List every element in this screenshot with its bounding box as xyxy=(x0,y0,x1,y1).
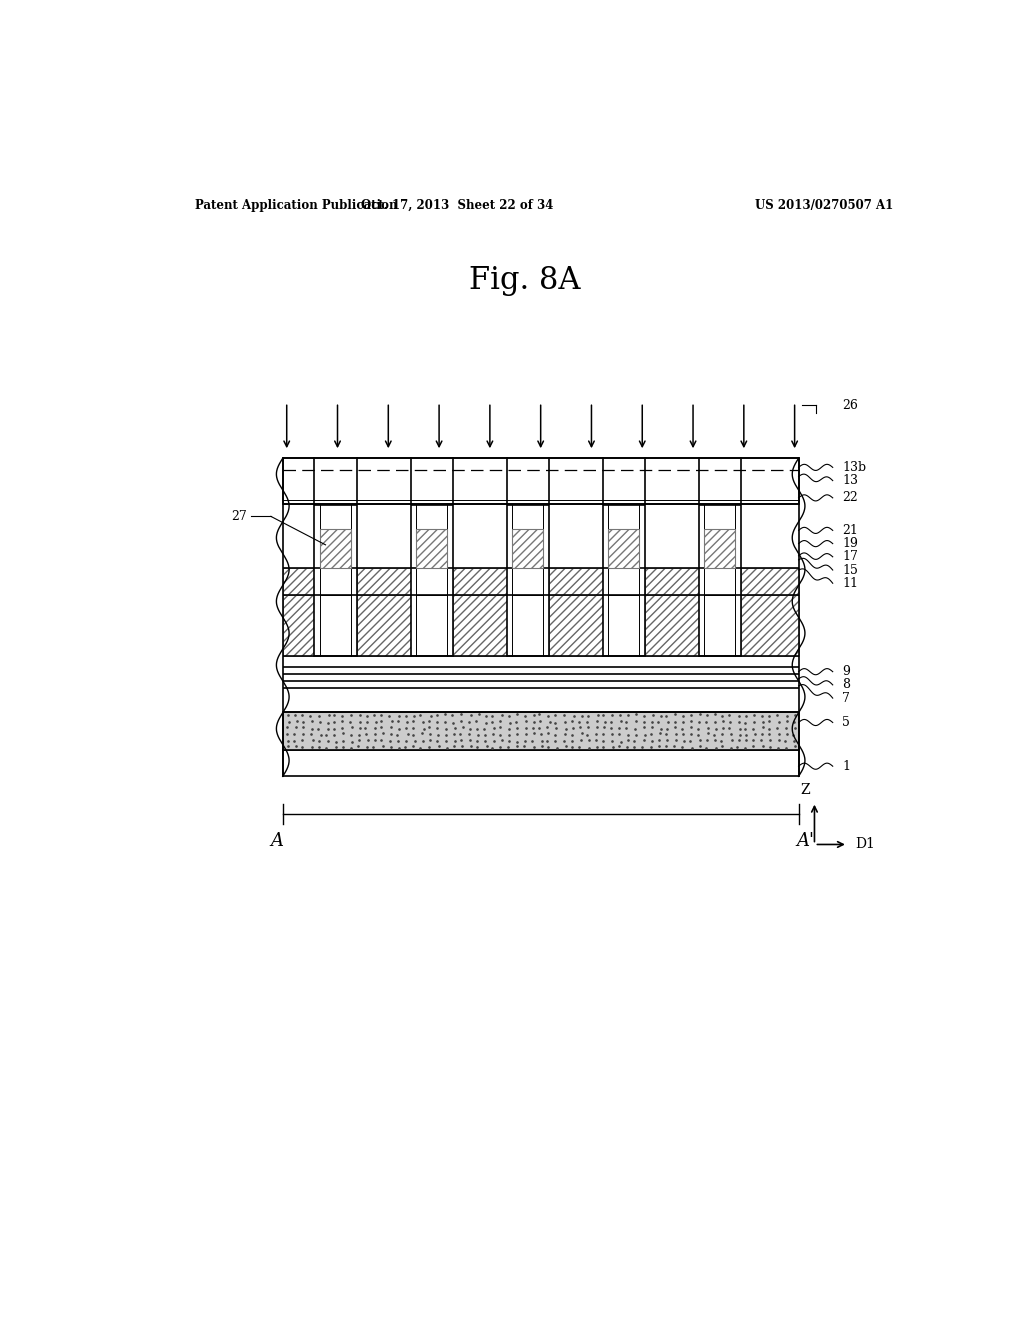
Text: 17: 17 xyxy=(842,550,858,564)
Text: 15: 15 xyxy=(842,564,858,577)
Bar xyxy=(283,568,314,595)
Bar xyxy=(283,506,799,656)
Bar xyxy=(321,529,351,568)
Bar xyxy=(705,529,735,568)
Text: 21: 21 xyxy=(842,524,858,537)
Bar xyxy=(356,568,411,595)
Text: Fig. 8A: Fig. 8A xyxy=(469,265,581,296)
Bar xyxy=(416,529,447,568)
Bar xyxy=(453,595,507,656)
Bar xyxy=(283,673,799,681)
Text: 7: 7 xyxy=(842,692,850,705)
Text: 1: 1 xyxy=(842,760,850,772)
Bar xyxy=(608,529,639,568)
Text: 22: 22 xyxy=(842,491,858,504)
Text: 27: 27 xyxy=(231,510,247,523)
Bar xyxy=(283,595,314,656)
Text: 26: 26 xyxy=(842,399,858,412)
Text: US 2013/0270507 A1: US 2013/0270507 A1 xyxy=(755,199,893,213)
Bar xyxy=(507,506,549,656)
Bar xyxy=(608,529,639,568)
Bar xyxy=(283,713,799,750)
Text: 19: 19 xyxy=(842,537,858,550)
Text: D1: D1 xyxy=(856,837,876,851)
Bar xyxy=(740,568,799,595)
Bar xyxy=(283,681,799,688)
Bar xyxy=(283,750,799,776)
Bar xyxy=(645,568,698,595)
Bar xyxy=(740,568,799,595)
Text: Oct. 17, 2013  Sheet 22 of 34: Oct. 17, 2013 Sheet 22 of 34 xyxy=(361,199,554,213)
Text: A: A xyxy=(270,833,283,850)
Bar xyxy=(453,568,507,595)
Text: 11: 11 xyxy=(842,577,858,590)
Bar xyxy=(356,595,411,656)
Bar xyxy=(283,458,799,504)
Bar xyxy=(453,568,507,595)
Bar xyxy=(740,595,799,656)
Bar xyxy=(283,595,314,656)
Text: Patent Application Publication: Patent Application Publication xyxy=(196,199,398,213)
Bar xyxy=(512,529,543,568)
Bar xyxy=(283,667,799,673)
Bar xyxy=(411,506,453,656)
Bar xyxy=(453,595,507,656)
Bar xyxy=(356,595,411,656)
Bar xyxy=(705,529,735,568)
Bar xyxy=(549,595,602,656)
Bar xyxy=(549,568,602,595)
Bar xyxy=(645,595,698,656)
Bar xyxy=(416,529,447,568)
Text: 9: 9 xyxy=(842,665,850,678)
Bar xyxy=(356,568,411,595)
Bar xyxy=(698,506,740,656)
Bar xyxy=(740,595,799,656)
Bar xyxy=(321,529,351,568)
Bar xyxy=(645,595,698,656)
Text: 13b: 13b xyxy=(842,461,866,474)
Text: Z: Z xyxy=(800,783,810,797)
Text: 8: 8 xyxy=(842,678,850,692)
Bar xyxy=(602,506,645,656)
Bar xyxy=(283,568,314,595)
Bar xyxy=(549,568,602,595)
Text: 5: 5 xyxy=(842,715,850,729)
Bar xyxy=(645,568,698,595)
Bar xyxy=(512,529,543,568)
Bar xyxy=(549,595,602,656)
Text: A': A' xyxy=(796,833,814,850)
Bar xyxy=(314,506,356,656)
Text: 13: 13 xyxy=(842,474,858,487)
